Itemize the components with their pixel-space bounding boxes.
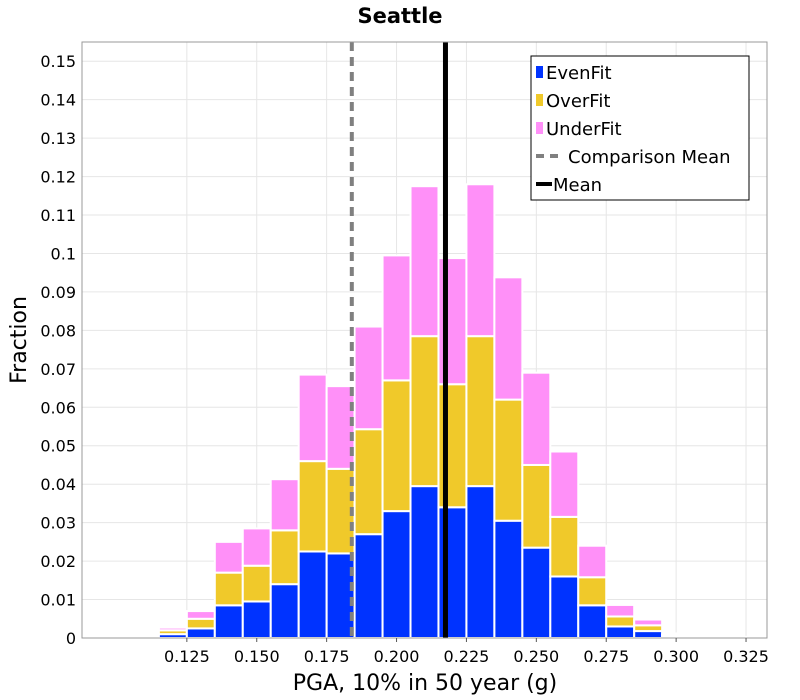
- bar-evenfit-6: [325, 552, 356, 639]
- y-tick-label: 0: [66, 629, 76, 648]
- bar-evenfit-7: [353, 533, 384, 640]
- bar-evenfit-3: [241, 600, 272, 639]
- y-tick-label: 0.09: [40, 283, 76, 302]
- bar-underfit-8: [381, 254, 412, 382]
- x-tick-label: 0.175: [304, 647, 350, 666]
- x-tick-label: 0.300: [653, 647, 699, 666]
- bar-overfit-14: [549, 515, 580, 578]
- legend-box: [530, 55, 750, 201]
- y-axis-label: Fraction: [7, 296, 32, 384]
- bar-evenfit-10: [437, 506, 468, 640]
- bar-evenfit-13: [521, 546, 552, 640]
- x-tick-label: 0.275: [583, 647, 629, 666]
- bar-overfit-5: [297, 460, 328, 553]
- x-axis-label: PGA, 10% in 50 year (g): [293, 671, 557, 696]
- bar-underfit-5: [297, 373, 328, 463]
- legend-label-underfit: UnderFit: [546, 119, 622, 140]
- x-tick-label: 0.225: [444, 647, 490, 666]
- legend-swatch-evenfit: [536, 66, 543, 78]
- bar-overfit-2: [213, 571, 244, 607]
- y-tick-label: 0.08: [40, 321, 76, 340]
- y-tick-label: 0.14: [40, 91, 76, 110]
- legend-label-mean: Mean: [553, 175, 602, 196]
- bar-overfit-8: [381, 379, 412, 513]
- bar-underfit-15: [577, 544, 608, 579]
- x-tick-label: 0.325: [723, 647, 769, 666]
- bar-evenfit-5: [297, 550, 328, 640]
- bar-overfit-7: [353, 428, 384, 536]
- bar-evenfit-8: [381, 510, 412, 639]
- bar-overfit-16: [605, 615, 636, 628]
- bar-evenfit-2: [213, 604, 244, 639]
- x-tick-label: 0.250: [513, 647, 559, 666]
- bars: [157, 183, 748, 640]
- bar-underfit-17: [633, 618, 664, 627]
- bar-evenfit-11: [465, 485, 496, 639]
- legend-swatch-overfit: [536, 94, 543, 106]
- chart-title: Seattle: [357, 4, 442, 28]
- bar-underfit-13: [521, 371, 552, 466]
- legend-label-comparison-mean: Comparison Mean: [568, 147, 731, 168]
- bar-evenfit-1: [185, 627, 216, 639]
- bar-evenfit-4: [269, 583, 300, 639]
- x-axis-ticks: 0.125 0.150 0.175 0.200 0.225 0.250 0.275 0.300…: [164, 638, 769, 666]
- bar-underfit-12: [493, 276, 524, 401]
- bar-overfit-9: [409, 335, 440, 488]
- y-tick-label: 0.03: [40, 514, 76, 533]
- bar-overfit-3: [241, 564, 272, 603]
- y-tick-label: 0.02: [40, 552, 76, 571]
- bar-underfit-1: [185, 610, 216, 620]
- x-tick-label: 0.150: [234, 647, 280, 666]
- legend: EvenFit OverFit UnderFit Comparison Mean Mea…: [530, 55, 750, 201]
- plot-frame: [81, 41, 768, 639]
- bar-underfit-19: [689, 634, 720, 638]
- legend-label-evenfit: EvenFit: [546, 63, 612, 84]
- bar-evenfit-14: [549, 575, 580, 639]
- bar-underfit-9: [409, 185, 440, 338]
- y-tick-label: 0.05: [40, 437, 76, 456]
- bar-underfit-4: [269, 478, 300, 532]
- bar-overfit-11: [465, 335, 496, 488]
- bar-underfit-16: [605, 603, 636, 618]
- bar-underfit-3: [241, 527, 272, 567]
- bar-evenfit-12: [493, 519, 524, 640]
- bar-underfit-2: [213, 540, 244, 574]
- bar-underfit-11: [465, 183, 496, 338]
- legend-swatch-underfit: [536, 122, 543, 134]
- y-tick-label: 0.07: [40, 360, 76, 379]
- reference-lines: [349, 42, 448, 638]
- bar-overfit-4: [269, 529, 300, 586]
- y-tick-label: 0.15: [40, 52, 76, 71]
- bar-underfit-7: [353, 325, 384, 431]
- y-tick-label: 0.13: [40, 129, 76, 148]
- y-tick-label: 0.06: [40, 398, 76, 417]
- bar-overfit-12: [493, 398, 524, 522]
- y-tick-label: 0.04: [40, 475, 76, 494]
- y-tick-label: 0.1: [51, 244, 76, 263]
- y-axis-ticks: 0 0.01 0.02 0.03 0.04 0.05 0.06 0.07 0.08 0.09 0.1…: [40, 52, 76, 648]
- bar-evenfit-17: [633, 630, 664, 640]
- bar-evenfit-16: [605, 625, 636, 640]
- x-tick-label: 0.200: [374, 647, 420, 666]
- bar-evenfit-15: [577, 604, 608, 639]
- y-tick-label: 0.11: [40, 206, 76, 225]
- bar-underfit-18: [661, 632, 692, 636]
- bar-underfit-10: [437, 257, 468, 386]
- bar-overfit-1: [185, 617, 216, 630]
- bar-overfit-10: [437, 383, 468, 509]
- legend-label-overfit: OverFit: [546, 91, 610, 112]
- bar-underfit-6: [325, 385, 356, 470]
- x-tick-label: 0.125: [164, 647, 210, 666]
- bar-underfit-14: [549, 450, 580, 518]
- y-tick-label: 0.12: [40, 168, 76, 187]
- bar-underfit-0: [157, 626, 188, 632]
- bar-evenfit-9: [409, 485, 440, 639]
- bar-overfit-13: [521, 463, 552, 549]
- bar-overfit-15: [577, 576, 608, 607]
- y-tick-label: 0.01: [40, 591, 76, 610]
